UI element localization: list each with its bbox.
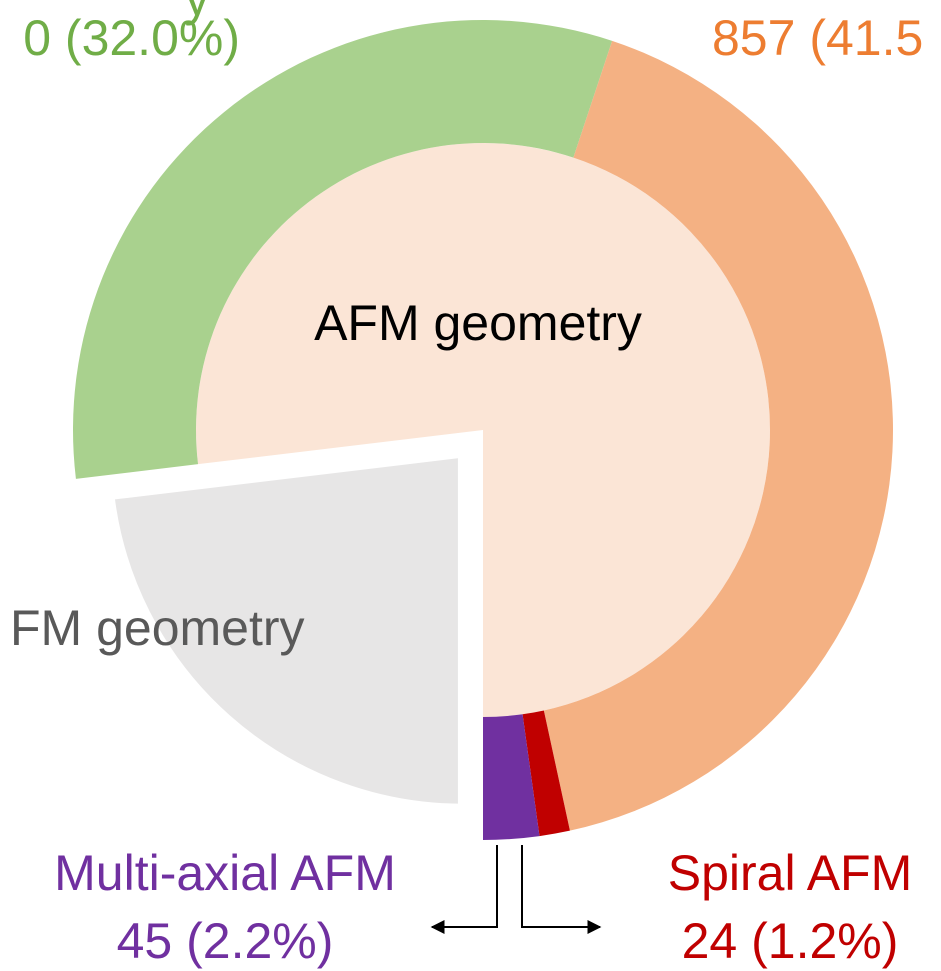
pie-slice: [104, 448, 467, 813]
labels: FM geometry AFM geometry y0 (32.0%) 857 (41…: [10, 0, 923, 969]
leader-line: [430, 845, 498, 934]
ring-segment: [522, 710, 570, 837]
slice-label: FM geometry: [10, 600, 305, 656]
value-label: 857 (41.5: [712, 10, 923, 66]
value-label: 45 (2.2%): [117, 913, 334, 969]
value-label: 0 (32.0%): [23, 10, 240, 66]
leader-line: [521, 845, 602, 934]
pie-slice: [196, 143, 771, 717]
segment-name: y: [185, 0, 210, 26]
segment-name: Multi-axial AFM: [54, 845, 396, 901]
slice-label: AFM geometry: [314, 295, 642, 351]
ring-segment: [72, 20, 613, 479]
segment-name: Spiral AFM: [668, 845, 913, 901]
value-label: 24 (1.2%): [682, 913, 899, 969]
marks: [72, 20, 894, 840]
ring-segment: [483, 714, 540, 840]
ring-segment: [543, 40, 894, 831]
